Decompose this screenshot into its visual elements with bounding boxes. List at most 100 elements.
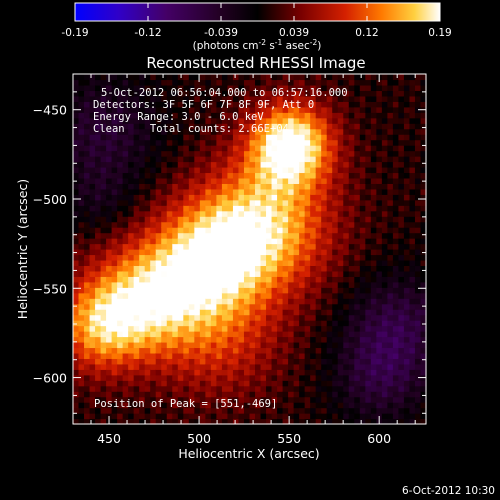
heatmap-cell <box>210 287 218 294</box>
heatmap-cell <box>398 358 405 365</box>
heatmap-cell <box>332 325 339 332</box>
heatmap-cell <box>73 128 80 135</box>
heatmap-cell <box>133 177 140 184</box>
heatmap-cell <box>199 150 206 157</box>
heatmap-cell <box>89 205 96 212</box>
heatmap-cell <box>398 249 405 256</box>
heatmap-cell <box>205 391 212 398</box>
heatmap-cell <box>100 418 107 425</box>
heatmap-cell <box>414 270 422 277</box>
heatmap-cell <box>122 134 129 141</box>
heatmap-cell <box>277 249 284 256</box>
heatmap-cell <box>376 249 383 256</box>
heatmap-cell <box>260 347 267 354</box>
heatmap-cell <box>133 309 140 316</box>
heatmap-cell <box>210 303 218 310</box>
heatmap-cell <box>266 172 273 179</box>
heatmap-cell <box>133 172 140 179</box>
heatmap-cell <box>166 402 173 409</box>
heatmap-cell <box>172 172 179 179</box>
heatmap-cell <box>183 177 190 184</box>
heatmap-cell <box>144 128 151 135</box>
heatmap-cell <box>354 79 361 86</box>
heatmap-cell <box>414 166 422 174</box>
heatmap-cell <box>194 396 201 403</box>
heatmap-cell <box>304 79 311 86</box>
heatmap-cell <box>359 210 366 217</box>
heatmap-cell <box>387 177 394 184</box>
heatmap-cell <box>78 374 85 381</box>
heatmap-cell <box>221 320 229 327</box>
heatmap-cell <box>266 205 273 212</box>
heatmap-cell <box>150 112 157 119</box>
heatmap-cell <box>370 309 377 316</box>
heatmap-cell <box>232 331 240 338</box>
heatmap-cell <box>315 287 322 294</box>
heatmap-cell <box>139 123 146 130</box>
heatmap-cell <box>89 84 96 92</box>
heatmap-cell <box>387 216 394 223</box>
heatmap-cell <box>133 95 140 102</box>
heatmap-cell <box>243 210 251 217</box>
heatmap-cell <box>376 95 383 102</box>
heatmap-cell <box>304 352 311 359</box>
heatmap-cell <box>139 79 146 86</box>
heatmap-cell <box>150 134 157 141</box>
heatmap-cell <box>414 298 422 305</box>
heatmap-cell <box>227 331 234 338</box>
heatmap-cell <box>398 276 405 283</box>
heatmap-cell <box>172 101 179 108</box>
heatmap-cell <box>183 210 190 217</box>
heatmap-cell <box>398 106 405 113</box>
heatmap-cell <box>210 106 218 113</box>
heatmap-cell <box>255 150 262 157</box>
heatmap-cell <box>194 84 201 92</box>
heatmap-cell <box>188 134 195 141</box>
heatmap-cell <box>172 303 179 310</box>
heatmap-cell <box>139 396 146 403</box>
heatmap-cell <box>304 259 311 267</box>
heatmap-cell <box>161 320 168 327</box>
heatmap-cell <box>232 117 240 124</box>
heatmap-cell <box>183 123 190 130</box>
heatmap-cell <box>398 347 405 354</box>
heatmap-cell <box>332 84 339 92</box>
heatmap-cell <box>177 407 184 414</box>
heatmap-cell <box>409 227 416 234</box>
heatmap-cell <box>321 298 328 305</box>
heatmap-cell <box>161 298 168 305</box>
heatmap-cell <box>271 205 278 212</box>
heatmap-cell <box>321 128 328 135</box>
heatmap-cell <box>337 145 344 152</box>
heatmap-cell <box>117 112 124 119</box>
heatmap-cell <box>177 369 184 376</box>
heatmap-cell <box>282 320 289 327</box>
heatmap-cell <box>398 150 405 157</box>
heatmap-cell <box>106 331 113 338</box>
heatmap-cell <box>381 205 388 212</box>
heatmap-cell <box>277 363 284 370</box>
heatmap-cell <box>321 150 328 157</box>
heatmap-cell <box>194 270 201 277</box>
heatmap-cell <box>78 166 85 174</box>
heatmap-cell <box>95 287 102 294</box>
heatmap-cell <box>249 117 256 124</box>
heatmap-cell <box>232 150 240 157</box>
heatmap-cell <box>315 298 322 305</box>
colorbar-tick-label: -0.039 <box>204 27 238 39</box>
heatmap-cell <box>84 413 91 420</box>
heatmap-cell <box>161 380 168 387</box>
heatmap-cell <box>183 101 190 108</box>
heatmap-cell <box>95 139 102 146</box>
heatmap-cell <box>139 391 146 398</box>
heatmap-cell <box>183 391 190 398</box>
heatmap-cell <box>243 221 251 228</box>
heatmap-cell <box>332 161 339 168</box>
heatmap-cell <box>188 161 195 168</box>
heatmap-cell <box>205 331 212 338</box>
heatmap-cell <box>89 292 96 299</box>
heatmap-cell <box>326 265 333 272</box>
heatmap-cell <box>304 74 311 81</box>
heatmap-cell <box>370 243 377 250</box>
heatmap-cell <box>150 265 157 272</box>
